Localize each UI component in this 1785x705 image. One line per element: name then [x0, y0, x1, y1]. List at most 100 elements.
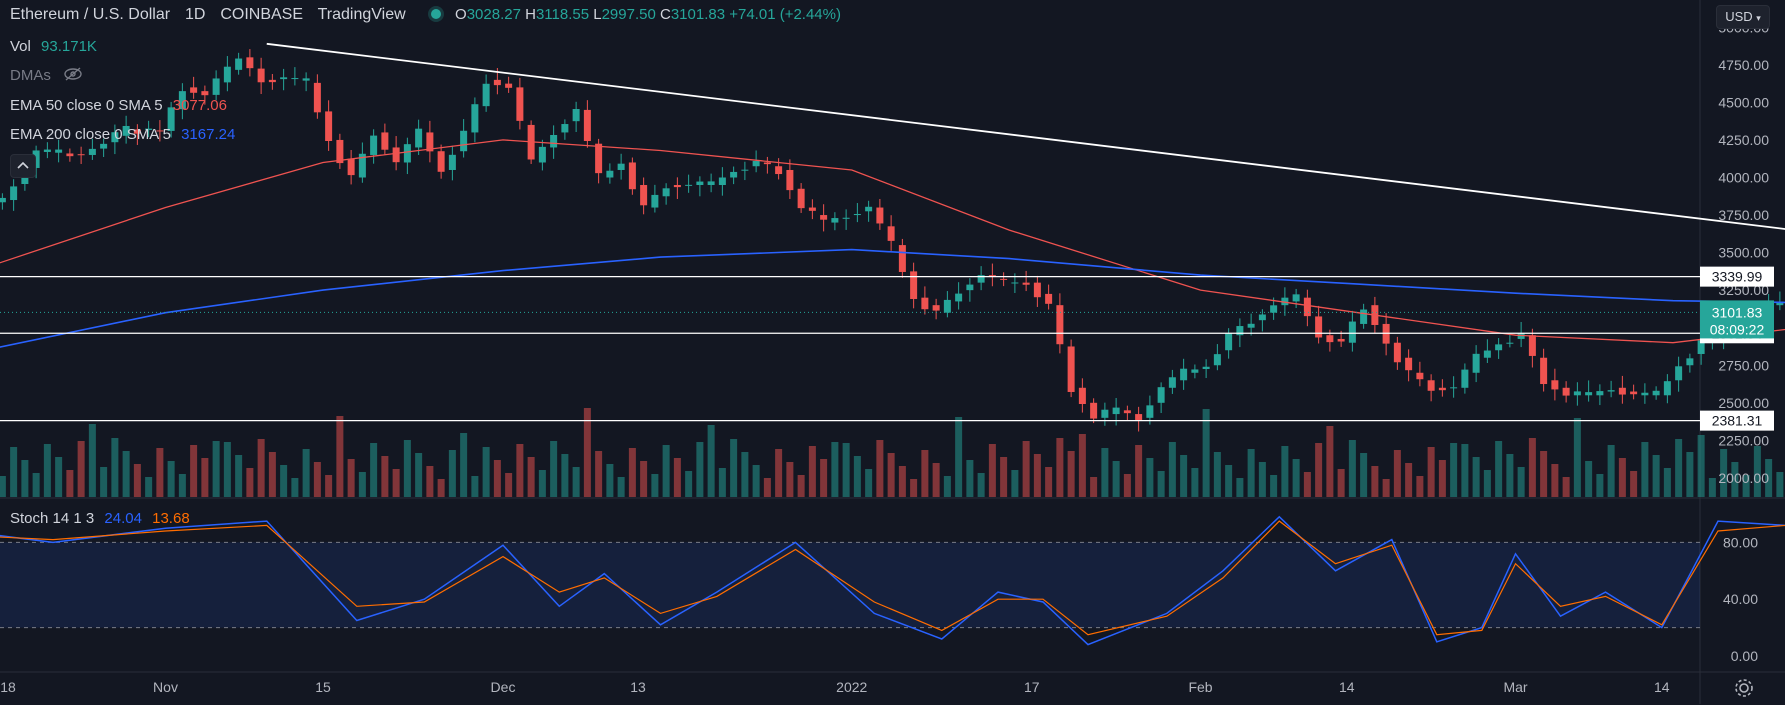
candle-body-20	[190, 87, 198, 93]
volume-bar-153	[1686, 452, 1694, 497]
candle-body-39	[403, 144, 411, 163]
volume-bar-123	[1348, 440, 1356, 497]
candle-body-15	[133, 129, 141, 134]
volume-bar-99	[1078, 434, 1086, 497]
y-tick-label-2: 2500.00	[1718, 395, 1769, 411]
currency-button[interactable]: USD ▾	[1716, 5, 1770, 29]
volume-bar-8	[55, 457, 63, 497]
candle-body-32	[325, 111, 333, 142]
candle-body-98	[1067, 346, 1075, 392]
candle-body-94	[1022, 282, 1030, 285]
candle-body-36	[370, 135, 378, 155]
volume-bar-108	[1180, 455, 1188, 497]
volume-bar-115	[1258, 462, 1266, 497]
ema50-legend[interactable]: EMA 50 close 0 SMA 5 3077.06	[10, 97, 227, 114]
stoch-legend[interactable]: Stoch 14 1 3 24.04 13.68	[10, 510, 190, 527]
candle-body-86	[932, 305, 940, 311]
stoch-k-line	[0, 515, 1785, 646]
symbol-header: Ethereum / U.S. Dollar 1D COINBASE Tradi…	[10, 6, 841, 24]
candle-body-124	[1360, 309, 1368, 324]
volume-bar-23	[223, 442, 231, 497]
candle-body-68	[730, 171, 738, 178]
volume-bar-7	[43, 444, 51, 497]
chevron-down-icon: ▾	[1756, 13, 1761, 23]
level-price-tag-0	[1700, 266, 1774, 287]
candle-body-139	[1528, 335, 1536, 356]
volume-bar-100	[1090, 477, 1098, 497]
candle-body-100	[1090, 402, 1098, 419]
volume-bar-149	[1641, 442, 1649, 497]
candle-body-135	[1483, 350, 1491, 358]
candle-body-73	[786, 169, 794, 191]
y-tick-label-6: 3500.00	[1718, 245, 1769, 261]
candle-body-113	[1236, 326, 1244, 336]
candle-body-74	[797, 188, 805, 209]
candle-body-127	[1393, 342, 1401, 363]
settings-button[interactable]	[1732, 676, 1756, 700]
volume-bar-10	[77, 441, 85, 497]
stoch-tick-label-0: 80.00	[1723, 534, 1758, 550]
volume-bar-125	[1371, 466, 1379, 497]
candle-body-147	[1618, 387, 1626, 395]
symbol-name[interactable]: Ethereum / U.S. Dollar	[10, 6, 171, 23]
stoch-d-value: 13.68	[152, 510, 190, 527]
volume-bar-33	[336, 416, 344, 497]
candle-body-128	[1405, 357, 1413, 371]
eye-hidden-icon[interactable]	[63, 67, 83, 85]
volume-bar-87	[943, 476, 951, 497]
volume-bar-49	[516, 444, 524, 497]
candle-body-84	[910, 271, 918, 300]
volume-bar-34	[347, 459, 355, 497]
candle-body-64	[685, 184, 693, 186]
candle-body-121	[1326, 335, 1334, 343]
interval[interactable]: 1D	[184, 6, 206, 23]
ema200-legend[interactable]: EMA 200 close 0 SMA 5 3167.24	[10, 126, 235, 143]
volume-bar-118	[1292, 459, 1300, 497]
volume-bar-40	[415, 453, 423, 497]
volume-bar-136	[1495, 441, 1503, 497]
low-value: 2997.50	[601, 6, 656, 23]
x-tick-label-9: Mar	[1503, 679, 1527, 695]
volume-bar-36	[370, 443, 378, 497]
high-value: 3118.55	[535, 6, 590, 23]
volume-bar-97	[1056, 438, 1064, 497]
candle-body-63	[673, 185, 681, 188]
candle-body-65	[696, 181, 704, 186]
volume-bar-155	[1708, 478, 1716, 497]
candle-body-52	[550, 134, 558, 148]
market-status-icon[interactable]	[430, 9, 441, 19]
candle-body-26	[257, 68, 265, 83]
candle-body-21	[201, 91, 209, 96]
candle-body-66	[707, 181, 715, 186]
candle-body-81	[876, 207, 884, 224]
candle-body-107	[1168, 377, 1176, 388]
volume-bar-74	[797, 475, 805, 497]
candle-body-57	[606, 170, 614, 178]
open-label: O	[455, 6, 467, 23]
volume-bar-142	[1562, 477, 1570, 497]
ohlc-values: O3028.27 H3118.55 L2997.50 C3101.83 +74.…	[455, 6, 841, 23]
countdown-text: 08:09:22	[1710, 321, 1765, 337]
candle-body-131	[1438, 387, 1446, 391]
volume-bar-89	[966, 460, 974, 497]
volume-bar-84	[910, 479, 918, 497]
candle-body-28	[280, 77, 288, 80]
volume-bar-147	[1618, 458, 1626, 497]
dmas-legend[interactable]: DMAs	[10, 67, 83, 85]
candle-body-120	[1315, 316, 1323, 338]
volume-bar-145	[1596, 474, 1604, 497]
candle-body-152	[1675, 366, 1683, 381]
volume-bar-143	[1573, 418, 1581, 497]
candle-body-110	[1202, 366, 1210, 370]
collapse-legend-button[interactable]	[10, 154, 36, 178]
volume-bar-144	[1585, 461, 1593, 497]
volume-bar-38	[392, 469, 400, 497]
volume-bar-129	[1416, 476, 1424, 497]
candle-body-103	[1123, 410, 1131, 414]
vol-legend[interactable]: Vol 93.171K	[10, 38, 97, 55]
candle-body-146	[1607, 390, 1615, 392]
candle-body-9	[66, 153, 74, 157]
volume-bar-24	[235, 455, 243, 497]
ema200-line	[0, 248, 1785, 348]
